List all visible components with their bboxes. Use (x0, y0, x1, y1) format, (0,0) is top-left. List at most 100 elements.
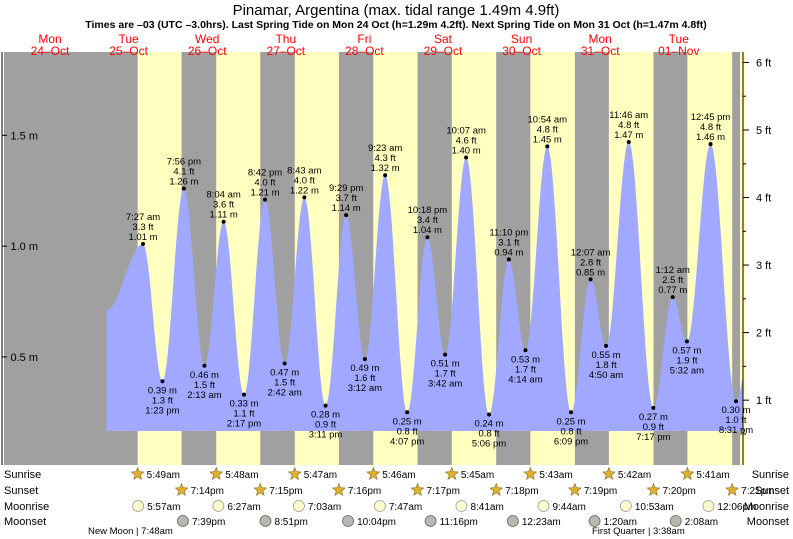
day-name: Wed (195, 32, 219, 46)
tide-point (405, 410, 410, 415)
day-name: Tue (669, 32, 690, 46)
tide-label: 0.8 ft (397, 426, 418, 437)
tide-label: 1.3 ft (152, 395, 173, 406)
tide-label: 7:27 am (126, 212, 160, 223)
row-label-right: Sunset (755, 485, 789, 497)
day-date: 24–Oct (31, 44, 70, 58)
moonrise-time: 12:06pm (717, 502, 756, 513)
sun-moon-table: Sunrise Sunrise Sunset Sunset Moonrise Moonri… (4, 466, 789, 537)
tide-label: 0.9 ft (315, 420, 336, 431)
sunset-time: 7:21pm (741, 486, 774, 497)
tide-label: 6:09 pm (554, 436, 588, 447)
moonrise-time: 7:47am (389, 502, 422, 513)
tide-label: 0.46 m (190, 370, 219, 381)
sunrise-icon (680, 466, 695, 480)
tide-label: 1.5 ft (274, 378, 295, 389)
tide-point (464, 155, 469, 160)
tide-label: 1.01 m (128, 232, 157, 243)
day-headers: Mon24–OctTue25–OctWed26–OctThu27–OctFri2… (31, 32, 700, 58)
day-name: Sat (434, 32, 453, 46)
tide-label: 3:11 pm (309, 430, 343, 441)
right-tick-label: 4 ft (756, 193, 771, 205)
row-label-left: Sunset (4, 485, 38, 497)
moonrise-icon (292, 500, 305, 512)
tide-label: 10:07 am (446, 125, 486, 136)
day-date: 25–Oct (109, 44, 148, 58)
sunrise-time: 5:42am (618, 470, 651, 481)
day-name: Thu (275, 32, 296, 46)
tide-label: 4.6 ft (456, 135, 477, 146)
sunrise-time: 5:48am (225, 470, 258, 481)
moonset-time: 12:23am (522, 517, 561, 528)
sunrise-icon (601, 466, 616, 480)
tide-label: 5:06 pm (472, 439, 506, 450)
moonrise-time: 5:57am (147, 502, 180, 513)
tide-label: 8:04 am (206, 190, 240, 201)
right-tick-label: 3 ft (756, 260, 771, 272)
tide-label: 0.28 m (311, 410, 340, 421)
tide-point (626, 139, 631, 144)
tide-label: 10:18 pm (408, 205, 448, 216)
tide-label: 7:56 pm (167, 156, 201, 167)
tide-point (588, 277, 593, 282)
moonrise-time: 8:41am (470, 502, 503, 513)
day-name: Mon (38, 32, 61, 46)
tide-label: 1.47 m (614, 130, 643, 141)
moonset-time: 2:08am (685, 517, 718, 528)
tide-label: 0.30 m (721, 405, 750, 416)
tide-label: 11:46 am (609, 110, 648, 121)
moonrise-time: 6:27am (227, 502, 260, 513)
tide-label: 1.0 ft (725, 415, 746, 426)
tide-point (262, 197, 267, 202)
tide-point (323, 403, 328, 408)
tide-label: 4.3 ft (375, 153, 396, 164)
moonrise-icon (619, 500, 632, 512)
tide-point (202, 363, 207, 368)
sunset-time: 7:20pm (663, 486, 696, 497)
tide-point (140, 241, 145, 246)
tide-label: 3.3 ft (132, 222, 153, 233)
tide-point (506, 257, 511, 262)
tide-height-area (106, 141, 744, 431)
tide-label: 1:23 pm (145, 405, 179, 416)
sunrise-icon (366, 466, 381, 480)
chart-title: Pinamar, Argentina (max. tidal range 1.4… (233, 2, 560, 19)
tide-label: 7:17 pm (636, 432, 670, 443)
tide-label: 4:07 pm (390, 436, 424, 447)
tide-label: 0.39 m (148, 385, 177, 396)
tide-label: 1.45 m (533, 134, 562, 145)
tide-label: 0.47 m (270, 368, 299, 379)
tide-point (160, 379, 165, 384)
tide-label: 1.14 m (332, 203, 361, 214)
sunrise-icon (287, 466, 302, 480)
moonset-icon (424, 515, 437, 527)
tide-label: 11:10 pm (489, 227, 528, 238)
sunset-time: 7:15pm (269, 486, 302, 497)
left-tick-label: 0.5 m (10, 352, 38, 364)
tide-label: 10:54 am (527, 114, 567, 125)
sunset-time: 7:16pm (348, 486, 381, 497)
sunset-icon (253, 482, 268, 496)
tide-point (221, 219, 226, 224)
tide-point (362, 357, 367, 362)
tide-label: 1.40 m (452, 145, 481, 156)
tide-label: 2.5 ft (662, 275, 683, 286)
tide-label: 1.21 m (250, 188, 279, 199)
tide-label: 1.11 m (209, 210, 237, 221)
day-name: Mon (589, 32, 612, 46)
tide-label: 3:12 am (348, 383, 382, 394)
moon-phase-first-quarter: First Quarter | 3:38am (592, 526, 685, 537)
tide-label: 0.51 m (431, 359, 460, 370)
tide-label: 0.49 m (350, 363, 379, 374)
tide-label: 0.53 m (511, 354, 540, 365)
tide-label: 4.8 ft (700, 122, 721, 133)
tide-label: 1.26 m (169, 176, 198, 187)
tide-label: 3.1 ft (498, 237, 519, 248)
tide-label: 1.5 ft (194, 380, 215, 391)
tide-label: 1.1 ft (233, 409, 254, 420)
sunset-icon (646, 482, 661, 496)
tide-label: 1.46 m (696, 132, 725, 143)
tide-labels: 7:27 am3.3 ft1.01 m 0.39 m1.3 ft1:23 pm 7:… (126, 110, 753, 450)
sunrise-icon (209, 466, 224, 480)
